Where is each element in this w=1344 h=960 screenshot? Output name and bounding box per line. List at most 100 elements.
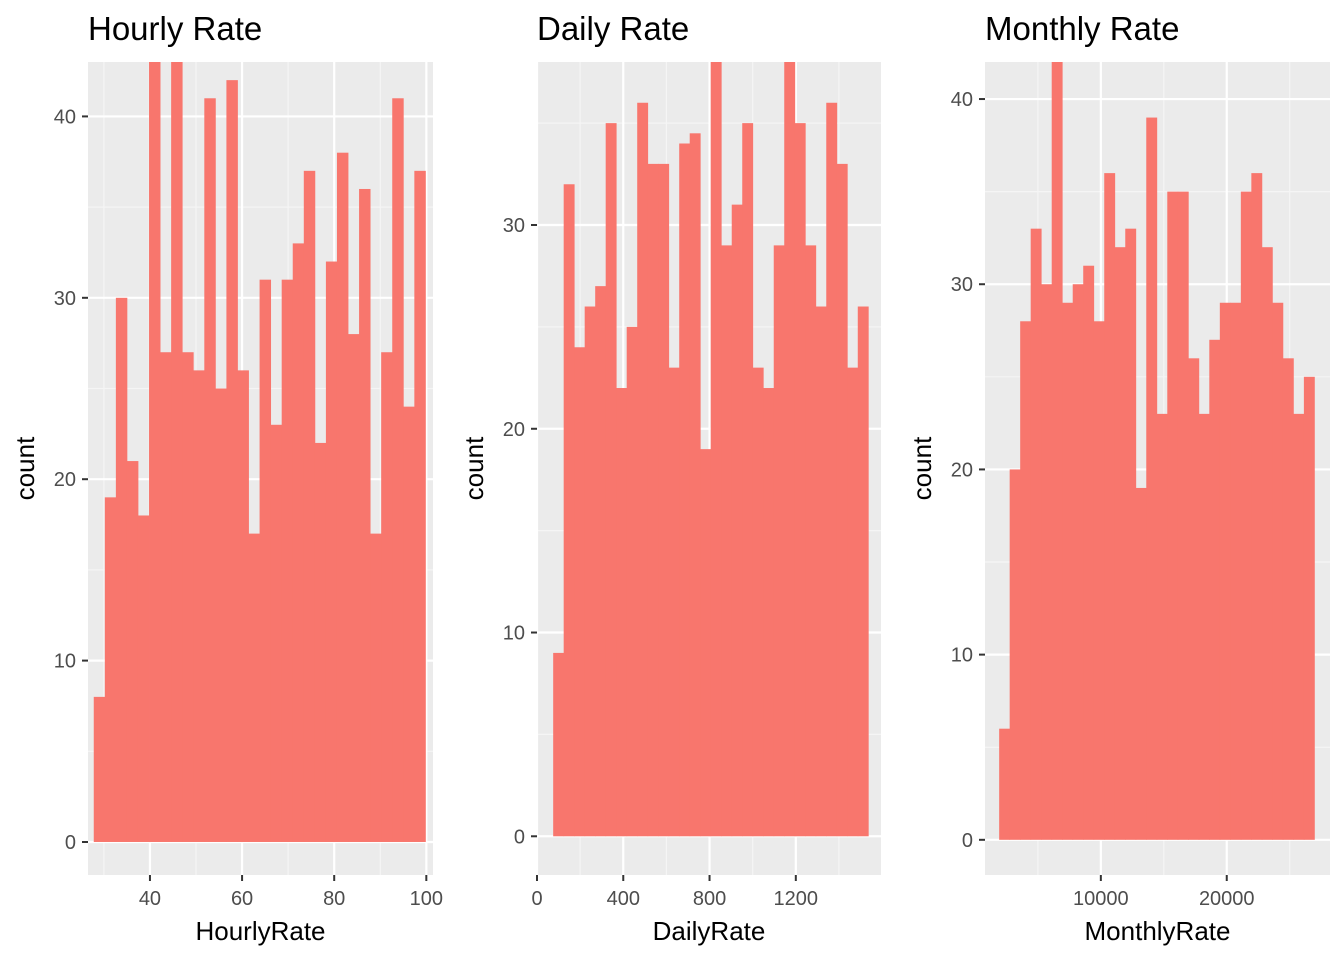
histogram-bar <box>292 243 305 842</box>
histogram-bar <box>616 388 628 837</box>
histogram-bar <box>857 306 869 837</box>
histogram-bar <box>1156 413 1168 840</box>
histogram-bar <box>826 102 838 837</box>
y-tick-label: 20 <box>54 469 76 491</box>
histogram-bar <box>303 170 316 842</box>
histogram-bar <box>626 326 638 837</box>
histogram-bar <box>215 388 227 842</box>
histogram-bar <box>1114 247 1126 840</box>
histogram-bar <box>1251 173 1263 840</box>
histogram-bar <box>637 102 649 837</box>
y-axis-label: count <box>459 436 489 500</box>
histogram-bar <box>392 98 404 842</box>
histogram-bar <box>710 62 722 837</box>
histogram-bar <box>1188 358 1200 840</box>
histogram-bar <box>403 406 415 842</box>
histogram-bar <box>1230 302 1242 840</box>
histogram-bar <box>847 367 859 837</box>
y-tick-label: 0 <box>65 832 76 854</box>
x-tick-label: 1200 <box>774 888 819 910</box>
x-axis-label: MonthlyRate <box>1085 916 1231 946</box>
histogram-bar <box>93 696 106 842</box>
panel-title: Daily Rate <box>537 10 689 47</box>
y-tick-label: 40 <box>951 89 973 111</box>
histogram-bar <box>584 306 596 837</box>
histogram-bar <box>805 245 817 837</box>
histogram-bar <box>1282 358 1294 840</box>
histogram-bar <box>574 347 586 837</box>
histogram-bar <box>414 170 426 842</box>
histogram-bar <box>314 442 327 842</box>
y-axis-label: count <box>10 436 40 500</box>
y-tick-label: 30 <box>951 274 973 296</box>
panel-title: Hourly Rate <box>88 10 262 47</box>
histogram-bar <box>1240 191 1252 840</box>
y-tick-label: 40 <box>54 106 76 128</box>
x-tick-label: 60 <box>231 888 253 910</box>
y-tick-label: 10 <box>951 645 973 667</box>
histogram-bar <box>381 352 393 842</box>
histogram-bar <box>1272 302 1284 840</box>
x-tick-label: 10000 <box>1073 888 1129 910</box>
histogram-bar <box>226 80 238 842</box>
histogram-bar <box>999 728 1011 840</box>
histogram-bar <box>1219 302 1231 840</box>
histogram-bar <box>1009 469 1021 840</box>
panel-monthly-rate: 10000 20000 0 10 20 30 40 Monthly Rate MonthlyRa… <box>907 10 1330 946</box>
histogram-bar <box>1072 284 1084 840</box>
histogram-bar <box>563 184 575 837</box>
histogram-bar <box>1051 62 1063 840</box>
histogram-bar <box>679 143 691 837</box>
y-tick-label: 0 <box>962 830 973 852</box>
histogram-bar <box>1167 191 1179 840</box>
panel-hourly-rate: 40 60 80 100 0 10 20 30 40 Hourly Rate HourlyRate c… <box>10 10 443 946</box>
histogram-bar <box>1293 413 1305 840</box>
x-tick-label: 800 <box>693 888 726 910</box>
panel-daily-rate: 0 400 800 1200 0 10 20 30 Daily Rate DailyRate cou… <box>459 10 881 946</box>
histogram-bar <box>193 370 205 842</box>
histogram-bar <box>773 245 785 837</box>
histogram-bar <box>348 334 360 842</box>
histogram-bar <box>1261 247 1273 840</box>
x-axis-label: HourlyRate <box>195 916 325 946</box>
histogram-bar <box>1093 321 1105 840</box>
y-tick-label: 10 <box>503 623 525 645</box>
histogram-bar <box>553 652 565 837</box>
histogram-bar <box>204 98 216 842</box>
histogram-bar <box>149 62 161 842</box>
histogram-bar <box>182 352 194 842</box>
histogram-bar <box>763 388 775 837</box>
histogram-bar <box>259 279 272 842</box>
histogram-bar <box>171 62 183 842</box>
histogram-bar <box>237 370 249 842</box>
histogram-bar <box>700 449 712 837</box>
y-tick-label: 30 <box>54 288 76 310</box>
y-tick-label: 20 <box>503 419 525 441</box>
histogram-bars <box>93 62 426 842</box>
histogram-bars <box>553 62 869 837</box>
histogram-bar <box>595 286 607 837</box>
y-tick-label: 20 <box>951 459 973 481</box>
histogram-bar <box>752 367 764 837</box>
histogram-bar <box>1030 228 1042 840</box>
histogram-bar <box>794 123 806 837</box>
histogram-bar <box>1198 413 1210 840</box>
histogram-bar <box>281 279 294 842</box>
axis-ticks: 0 400 800 1200 0 10 20 30 <box>503 215 818 910</box>
y-tick-label: 0 <box>514 826 525 848</box>
histogram-bar <box>1062 302 1074 840</box>
x-tick-label: 400 <box>607 888 640 910</box>
histogram-bar <box>668 367 680 837</box>
y-tick-label: 30 <box>503 215 525 237</box>
histogram-bar <box>815 306 827 837</box>
axis-ticks: 10000 20000 0 10 20 30 40 <box>951 89 1255 910</box>
histogram-bar <box>605 123 617 837</box>
histogram-bar <box>370 533 382 842</box>
x-tick-label: 80 <box>323 888 345 910</box>
x-tick-label: 40 <box>139 888 161 910</box>
histogram-bar <box>359 188 371 842</box>
histogram-bar <box>742 123 754 837</box>
histogram-bar <box>658 163 670 837</box>
x-tick-label: 100 <box>410 888 443 910</box>
histogram-bar <box>836 163 848 837</box>
